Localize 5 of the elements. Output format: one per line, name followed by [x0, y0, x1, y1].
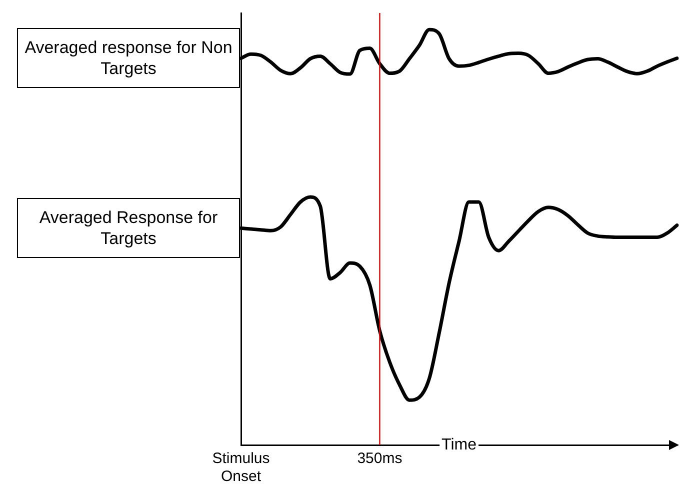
x-tick-label: Stimulus Onset: [212, 450, 270, 486]
x-axis-title: Time: [442, 436, 477, 454]
series-label: Averaged Response for Targets: [17, 198, 240, 258]
x-tick-label: 350ms: [357, 450, 402, 468]
series-label: Averaged response for Non Targets: [17, 28, 240, 88]
